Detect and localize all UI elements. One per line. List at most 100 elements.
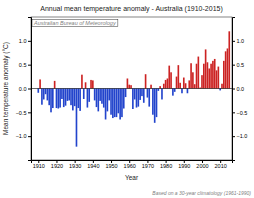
tick-mark [28,136,31,137]
bar [187,89,189,94]
bar [218,67,220,89]
tick-mark [232,112,235,113]
bar [76,89,78,147]
bar [165,80,167,89]
bar [225,51,227,88]
tick: 1980 [160,160,172,169]
tick-label: 0.5 [19,62,27,68]
bar [185,83,187,88]
bar [77,89,79,109]
zero-line [31,88,232,89]
tick-label: 1990 [178,163,190,169]
bar [79,89,81,111]
tick: 1990 [178,160,190,169]
tick: 1930 [69,160,81,169]
bar [210,64,212,89]
bar [59,89,61,108]
bar [101,89,103,104]
chart: 1910192019301940195019601970198019902000… [0,0,254,198]
y2-axis: −1.0−0.50.00.51.0 [232,18,247,161]
bars [37,31,230,146]
bar [119,89,121,120]
bar [138,89,140,107]
bar [141,89,143,97]
bar [194,84,196,88]
bar [43,89,45,100]
tick-label: 2000 [196,163,208,169]
bar [198,57,200,89]
tick: 2000 [196,160,208,169]
x-axis: 1910192019301940195019601970198019902000… [32,160,233,169]
bar [50,89,52,113]
watermark-box [32,20,118,27]
bar [56,89,58,109]
bar [212,61,214,89]
plot: 1910192019301940195019601970198019902000… [16,17,248,169]
tick-label: 2010 [215,163,227,169]
bar [52,89,54,109]
bar [97,89,99,112]
bar [159,86,161,88]
tick-mark [232,89,235,90]
tick-label: 1920 [51,163,63,169]
bar [214,59,216,89]
bar [148,89,150,107]
tick-label: 0.0 [237,86,245,92]
tick: 1940 [87,160,99,169]
bar [107,89,109,112]
tick: −0.5 [16,110,31,116]
bar [83,89,85,99]
bar [103,89,105,108]
y-axis-line [28,18,32,161]
tick: −0.5 [232,110,247,116]
bar [117,89,119,114]
bar [216,70,218,88]
bar [88,89,90,102]
tick-label: 1940 [87,163,99,169]
bar [223,61,225,89]
tick-label: 1.0 [237,38,245,44]
bar [108,89,110,101]
bar [85,82,87,88]
bar [65,89,67,106]
bar [90,80,92,89]
bar [190,63,192,88]
tick-label: 1980 [160,163,172,169]
bar [99,89,101,101]
bar [112,89,114,119]
y-axis-title: Mean temperature anomaly (°C) [2,42,10,135]
tick-label: −1.0 [16,133,27,139]
bar [181,89,183,94]
tick-mark [28,89,31,90]
bar [87,89,89,108]
tick: 1960 [124,160,136,169]
bar [178,65,180,88]
bar [150,85,152,89]
watermark-text: Australian Bureau of Meteorology [33,20,117,26]
bar [123,89,125,109]
bar [110,89,112,115]
tick-label: 0.5 [237,62,245,68]
bar [105,89,107,120]
y2-axis-line [233,18,236,161]
tick-label: 0.0 [19,86,27,92]
tick: 1950 [105,160,117,169]
tick-mark [28,112,31,113]
tick-mark [28,41,31,42]
bar [152,89,154,115]
bar [128,85,130,89]
tick-mark [232,41,235,42]
bar [145,74,147,88]
bar [203,64,205,89]
bar [188,80,190,88]
tick-label: 1960 [124,163,136,169]
bar [221,84,223,89]
bar [72,89,74,111]
tick: 0.0 [19,86,31,92]
bar [161,89,163,100]
bar [201,75,203,88]
bar [116,89,118,118]
bar [192,72,194,88]
bar [39,79,41,88]
bar [74,89,76,107]
